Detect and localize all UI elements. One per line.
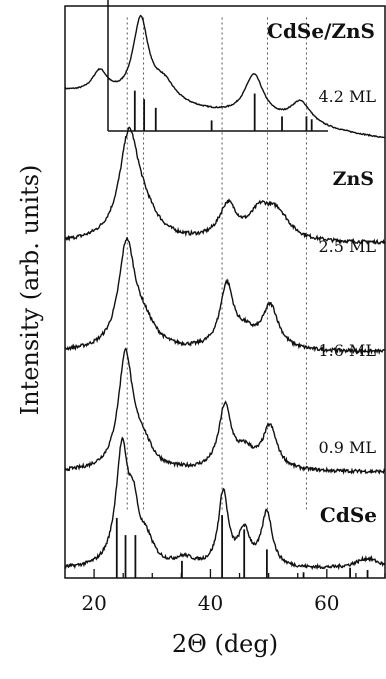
curve-cdse (64, 436, 386, 571)
x-tick-label: 40 (198, 591, 223, 615)
label-2-5-ml: 2.5 ML (318, 237, 376, 256)
y-axis-label: Intensity (arb. units) (16, 165, 44, 416)
plot-frame (64, 5, 386, 579)
curve-2-5-ml (64, 126, 386, 245)
label-1-6-ml: 1.6 ML (318, 341, 376, 360)
label-0-9-ml: 0.9 ML (318, 438, 376, 457)
label-zns: ZnS (333, 168, 374, 190)
label-4-2-ml: 4.2 ML (318, 87, 376, 106)
x-axis-ticks: 20 40 60 (81, 569, 386, 615)
reference-sticks (115, 90, 369, 578)
x-tick-label: 60 (314, 591, 339, 615)
curve-0-9-ml (64, 347, 386, 476)
diffraction-curves (64, 14, 386, 571)
x-axis-label: 2Θ (deg) (172, 630, 278, 658)
curve-4-2-ml (64, 14, 385, 139)
curve-1-6-ml (64, 237, 385, 356)
x-tick-label: 20 (81, 591, 106, 615)
label-cdse: CdSe (320, 503, 377, 527)
label-cdse-zns: CdSe/ZnS (267, 19, 375, 43)
